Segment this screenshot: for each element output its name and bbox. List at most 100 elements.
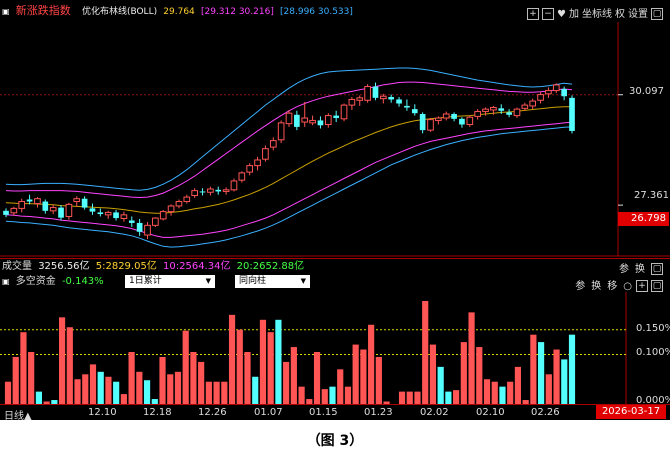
fund-bar xyxy=(561,359,568,404)
candle-up xyxy=(529,100,537,107)
candle-up xyxy=(356,97,364,101)
maximize-button[interactable]: ▢ xyxy=(651,8,663,20)
fund-bar xyxy=(143,380,151,404)
gridline-button[interactable]: 坐标线 xyxy=(582,9,612,20)
candle-up xyxy=(183,196,191,203)
settings-button[interactable]: 设置 xyxy=(628,9,648,20)
stock-chart-window: ▣ 新涨跌指数 优化布林线(BOLL) 29.764 [29.312 30.21… xyxy=(0,0,670,420)
fund-window-icon: ▣ xyxy=(2,277,10,286)
fund-label[interactable]: 多空资金 xyxy=(15,276,56,287)
fund-bar xyxy=(20,332,27,404)
candle-up xyxy=(340,104,348,120)
period-select[interactable]: 1日累计 ▼ xyxy=(125,275,215,288)
candle-up xyxy=(309,119,316,124)
fund-maximize-button[interactable]: ▢ xyxy=(651,280,663,292)
candle-down xyxy=(3,210,9,215)
zoom-in-button[interactable]: + xyxy=(527,8,540,20)
fund-bar xyxy=(89,364,97,404)
fund-bar xyxy=(221,381,228,404)
volume-params-button[interactable]: 参 xyxy=(619,264,629,275)
fund-bar xyxy=(538,342,545,404)
volume-switch-button[interactable]: 换 xyxy=(635,264,645,275)
fund-flow-chart[interactable] xyxy=(0,292,670,404)
fund-bar xyxy=(406,391,413,404)
fund-tick-100: 0.100% xyxy=(636,347,670,358)
fund-tick-0: 0.000% xyxy=(636,395,670,406)
fund-bar xyxy=(290,347,297,404)
fund-bar xyxy=(337,369,344,404)
fund-bar xyxy=(51,400,58,404)
fund-move-button[interactable]: 移 xyxy=(607,281,618,292)
fund-bar xyxy=(545,374,552,404)
candle-up xyxy=(207,188,214,193)
date-axis: 日线▲ 12.10 12.18 12.26 01.07 01.15 01.23 02.02 0… xyxy=(0,404,670,420)
candle-down xyxy=(113,212,119,219)
style-select[interactable]: 同向柱 ▼ xyxy=(235,275,310,288)
fund-circle-button[interactable]: ○ xyxy=(623,281,632,292)
candle-up xyxy=(10,207,18,214)
index-name[interactable]: 新涨跌指数 xyxy=(15,4,71,17)
candle-down xyxy=(97,212,104,215)
fund-params-button[interactable]: 参 xyxy=(575,281,586,292)
rights-button[interactable]: 权 xyxy=(615,9,625,20)
fund-bar xyxy=(105,376,112,404)
candle-down xyxy=(333,115,339,119)
candle-up xyxy=(144,224,151,236)
candle-down xyxy=(411,109,418,114)
fund-bar xyxy=(74,379,81,404)
candle-up xyxy=(513,108,521,117)
fund-bar xyxy=(228,314,236,404)
price-chart[interactable] xyxy=(0,0,670,258)
fund-bar xyxy=(507,381,514,404)
fund-bar xyxy=(414,391,421,404)
candle-up xyxy=(238,172,246,181)
volume-ma20: 20:2652.88亿 xyxy=(236,261,305,272)
add-button[interactable]: 加 xyxy=(569,9,579,20)
candle-up xyxy=(262,148,269,160)
indicator-name[interactable]: 优化布林线(BOLL) xyxy=(81,7,158,17)
candle-down xyxy=(396,99,402,104)
period-select-value: 1日累计 xyxy=(129,276,162,286)
candle-down xyxy=(89,208,96,212)
candle-down xyxy=(498,108,505,111)
fund-bar xyxy=(236,329,243,404)
fund-bar xyxy=(174,371,182,404)
date-tick: 12.18 xyxy=(143,407,172,418)
fund-add-button[interactable]: + xyxy=(636,280,648,292)
candle-down xyxy=(506,112,512,115)
fund-bar xyxy=(4,381,12,404)
fund-bar xyxy=(306,399,313,404)
candle-up xyxy=(175,201,183,207)
fund-bar xyxy=(120,394,127,404)
favorite-icon[interactable]: ♥ xyxy=(557,9,566,20)
current-price-label: 26.798 xyxy=(618,212,669,226)
boll-upper-line xyxy=(5,81,573,199)
fund-bar xyxy=(468,312,475,404)
volume-label[interactable]: 成交量 xyxy=(2,261,32,272)
fund-bar xyxy=(213,381,220,404)
fund-bar xyxy=(375,356,382,404)
fund-bar xyxy=(422,300,429,404)
fund-bar xyxy=(244,352,251,404)
fund-bar xyxy=(182,330,189,404)
fund-bar xyxy=(445,391,452,404)
chevron-down-icon: ▼ xyxy=(300,277,306,285)
fund-bar xyxy=(159,356,166,404)
zoom-out-button[interactable]: − xyxy=(542,8,555,20)
fund-bar xyxy=(491,381,498,404)
fund-bar xyxy=(522,400,529,404)
candle-up xyxy=(490,107,497,111)
fund-bar xyxy=(151,399,158,404)
period-button[interactable]: 日线▲ xyxy=(4,411,32,420)
candle-up xyxy=(254,159,261,167)
boll-inner-range: [29.312 30.216] xyxy=(200,7,274,17)
volume-maximize-button[interactable]: ▢ xyxy=(651,263,663,275)
volume-ma10: 10:2564.34亿 xyxy=(163,261,231,272)
fund-bar xyxy=(113,381,120,404)
candle-down xyxy=(128,220,135,223)
fund-switch-button[interactable]: 换 xyxy=(591,281,602,292)
candle-down xyxy=(199,191,206,193)
date-tick: 02.02 xyxy=(420,407,449,418)
candle-down xyxy=(294,114,300,127)
candle-down xyxy=(459,118,465,125)
